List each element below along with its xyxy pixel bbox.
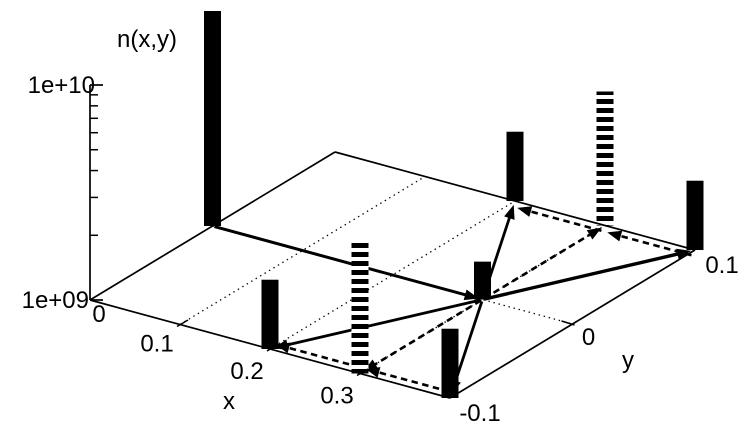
arrowhead — [517, 206, 533, 217]
solid-arrow-shaft — [214, 225, 471, 298]
dashed-arrow-shaft — [373, 369, 451, 393]
y-tick-label-0: 0 — [582, 324, 595, 351]
bar-x0.4-y0.1 — [686, 180, 704, 250]
y-tick-label--0.1: -0.1 — [459, 400, 500, 427]
x-axis-label: x — [223, 388, 235, 415]
bar-x0-y0 — [204, 11, 221, 226]
bar-x0.2-y0.1 — [506, 131, 524, 201]
bar-x0.3-ym0.1 — [351, 239, 369, 374]
y-axis-tick-0 — [561, 320, 575, 326]
x-axis-tick-0.1 — [176, 319, 189, 328]
arrowhead — [275, 342, 291, 354]
axis-tick-labels: 0 0.1 0.2 0.3 -0.1 0 0.1 — [92, 252, 738, 427]
plot-title: n(x,y) — [117, 26, 177, 53]
bar-x0.4-ym0.1 — [441, 328, 459, 398]
z-tick-label-1e09: 1e+09 — [22, 287, 89, 314]
solid-arrow-shaft — [452, 300, 484, 387]
x-axis-tick-0.3 — [356, 368, 369, 377]
z-tick-label-1e10: 1e+10 — [28, 72, 95, 99]
dashed-arrow-shaft — [283, 345, 361, 369]
x-axis-tick-0.2 — [266, 343, 279, 352]
arrowhead — [607, 230, 623, 242]
data-bars — [204, 11, 704, 398]
x-tick-label-0: 0 — [92, 301, 105, 328]
arrowhead — [504, 204, 515, 220]
z-axis — [89, 84, 103, 301]
bar-x0.3-y0 — [474, 261, 491, 300]
x-tick-label-0.2: 0.2 — [230, 358, 263, 385]
y-axis-label: y — [622, 347, 634, 374]
axis-tick-marks — [176, 319, 575, 377]
bar-x0.3-y0.1 — [596, 91, 614, 226]
dashed-arrow-shaft — [525, 208, 602, 233]
x-tick-label-0.1: 0.1 — [140, 331, 173, 358]
solid-arrow-shaft — [484, 251, 683, 301]
plot-edge-2 — [334, 151, 696, 251]
arrowhead — [365, 367, 381, 378]
gridline-x-0.2 — [269, 200, 516, 350]
x-tick-label-0.3: 0.3 — [320, 383, 353, 410]
bar-x0.2-ym0.1 — [261, 279, 279, 349]
dashed-arrow-shaft — [615, 233, 692, 257]
plot-edge-3 — [89, 151, 336, 301]
gridline-x-0.1 — [179, 175, 426, 326]
solid-arrow-shaft — [282, 298, 481, 348]
y-tick-label-0.1: 0.1 — [705, 252, 738, 279]
